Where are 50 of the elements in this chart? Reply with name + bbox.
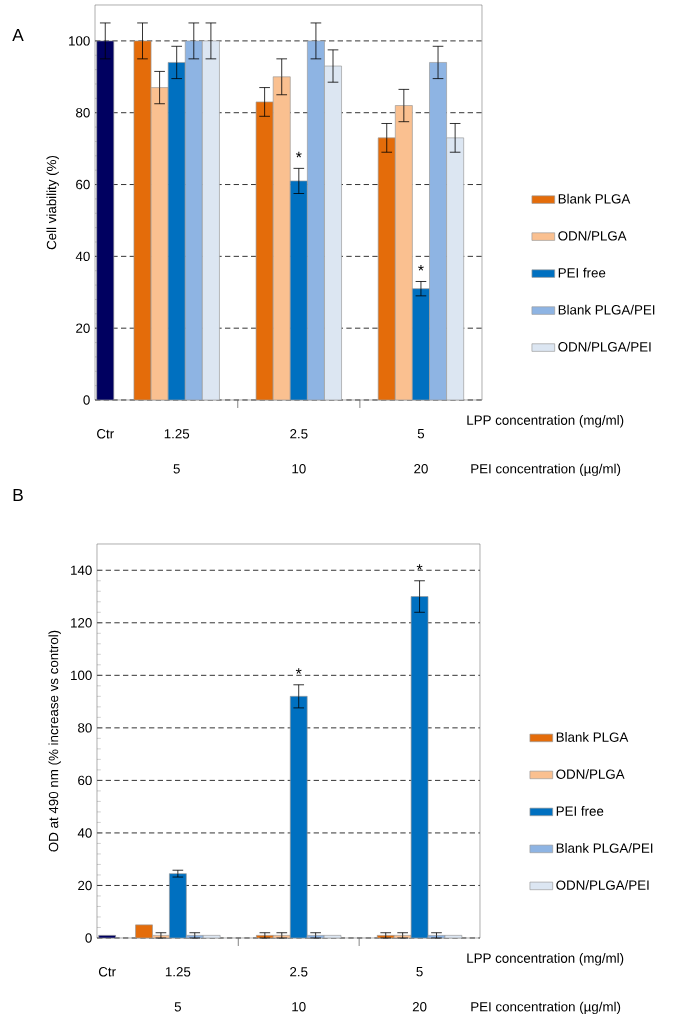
- y-axis-title: Cell viability (%): [46, 155, 59, 250]
- text: 5: [173, 464, 180, 474]
- text: 5: [174, 1002, 181, 1012]
- chart-title: B: [13, 489, 23, 501]
- legend-label: Blank PLGA/PEI: [558, 304, 655, 315]
- y-tick-label: 120: [71, 618, 92, 628]
- y-tick-label: 20: [76, 323, 90, 333]
- text: 10: [292, 464, 306, 474]
- annotation: *: [418, 264, 424, 271]
- x-tick-label: 1.25: [164, 429, 190, 439]
- legend-label: Blank PLGA/PEI: [556, 843, 653, 853]
- text: 20: [414, 464, 428, 474]
- text: PEI concentration (µg/ml): [471, 463, 621, 477]
- legend-label: Blank PLGA: [558, 193, 631, 204]
- x-tick-label: 2.5: [290, 967, 308, 977]
- y-tick-label: 40: [77, 828, 92, 838]
- x-tick-label: 1.25: [165, 967, 191, 977]
- annotation: *: [295, 151, 302, 158]
- legend-label: ODN/PLGA: [558, 230, 627, 241]
- y-tick-label: 0: [85, 933, 92, 943]
- y-tick-label: 0: [83, 395, 90, 405]
- annotation: *: [295, 668, 302, 674]
- y-tick-label: 100: [71, 670, 92, 681]
- y-tick-label: 100: [69, 36, 90, 46]
- x-tick-label: 5: [416, 967, 423, 977]
- x-tick-label: 2.5: [290, 429, 308, 439]
- text: PEI concentration (µg/ml): [471, 1001, 621, 1015]
- x-axis-title: LPP concentration (mg/ml): [467, 415, 624, 428]
- legend-label: Blank PLGA: [556, 732, 629, 742]
- legend-label: ODN/PLGA/PEI: [558, 341, 651, 352]
- y-tick-label: 80: [76, 108, 90, 118]
- text: A: [12, 29, 24, 41]
- y-tick-label: 60: [76, 179, 90, 190]
- legend-label: ODN/PLGA: [556, 769, 625, 779]
- x-tick-label: Ctr: [97, 429, 114, 439]
- legend-label: PEI free: [556, 806, 604, 816]
- x-tick-label: Ctr: [98, 967, 116, 977]
- y-tick-label: 60: [78, 775, 92, 786]
- legend-label: ODN/PLGA/PEI: [556, 880, 649, 890]
- y-tick-label: 80: [78, 723, 92, 733]
- y-tick-label: 40: [75, 251, 90, 262]
- x-axis-title: LPP concentration (mg/ml): [467, 953, 624, 966]
- annotation: *: [416, 564, 423, 570]
- text: 10: [292, 1002, 306, 1012]
- y-axis-title: OD at 490 nm (% increase vs control): [48, 630, 61, 852]
- y-tick-label: 20: [78, 880, 92, 891]
- x-tick-label: 5: [417, 429, 425, 439]
- legend-label: PEI free: [558, 267, 606, 278]
- y-tick-label: 140: [71, 565, 92, 575]
- text: 20: [412, 1002, 427, 1012]
